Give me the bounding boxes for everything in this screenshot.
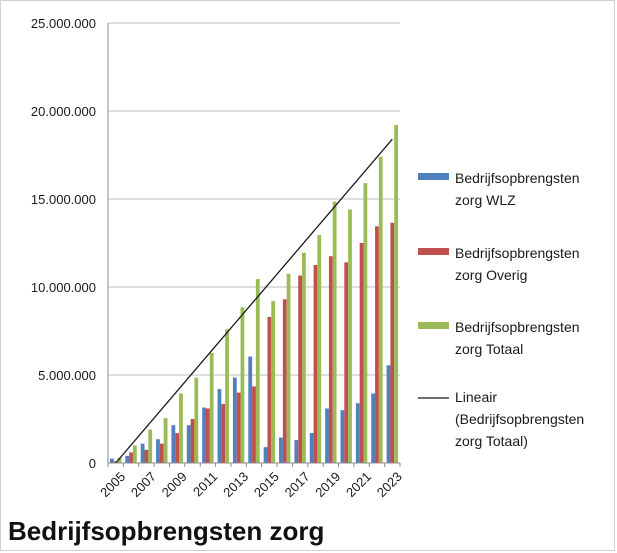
bar-wlz xyxy=(125,455,130,463)
bar-totaal xyxy=(163,418,168,463)
x-tick-label: 2015 xyxy=(251,469,282,500)
y-tick-label: 15.000.000 xyxy=(31,192,96,207)
bar-totaal xyxy=(348,209,352,463)
bar-totaal xyxy=(378,156,383,463)
bar-totaal xyxy=(317,235,322,463)
bar-overig xyxy=(282,299,287,463)
bar-overig xyxy=(236,392,241,463)
bar-wlz xyxy=(186,425,191,463)
x-tick-label: 2011 xyxy=(190,469,220,499)
legend-label-overig: Bedrijfsopbrengsten zorg Overig xyxy=(455,245,583,283)
y-tick-label: 25.000.000 xyxy=(31,16,96,31)
bar-overig xyxy=(144,449,149,463)
bar-wlz xyxy=(355,403,360,463)
bar-totaal xyxy=(332,201,337,463)
bar-overig xyxy=(313,265,318,463)
trendline xyxy=(115,138,393,464)
legend-label-totaal: Bedrijfsopbrengsten zorg Totaal xyxy=(455,319,583,357)
bar-totaal xyxy=(302,252,306,463)
bar-wlz xyxy=(325,408,329,463)
bar-totaal xyxy=(271,301,276,463)
x-tick-label: 2019 xyxy=(312,469,343,500)
x-tick-label: 2007 xyxy=(128,469,159,500)
bar-overig xyxy=(252,386,256,463)
bar-wlz xyxy=(294,440,299,463)
bar-overig xyxy=(129,452,133,463)
trendline-group xyxy=(115,138,393,464)
x-tick-label: 2013 xyxy=(220,469,251,500)
bar-overig xyxy=(328,256,333,463)
bar-overig xyxy=(159,443,164,463)
bar-overig xyxy=(390,222,395,463)
bar-totaal xyxy=(240,307,245,463)
bar-totaal xyxy=(286,273,291,463)
bar-overig xyxy=(205,408,210,463)
bar-wlz xyxy=(340,410,345,463)
bar-overig xyxy=(221,404,226,463)
bar-overig xyxy=(267,316,272,463)
bar-totaal xyxy=(394,125,399,463)
legend: Bedrijfsopbrengsten zorg WLZ Bedrijfsopb… xyxy=(418,170,588,449)
bar-totaal xyxy=(132,445,137,463)
bars xyxy=(109,125,399,463)
bar-overig xyxy=(298,275,303,463)
bar-wlz xyxy=(386,365,391,463)
bar-wlz xyxy=(156,439,160,463)
bar-overig xyxy=(175,433,180,463)
bar-wlz xyxy=(263,447,268,463)
bar-wlz xyxy=(248,356,253,463)
bar-totaal xyxy=(255,279,260,463)
bar-overig xyxy=(375,226,379,463)
legend-swatch-overig xyxy=(418,248,449,255)
bar-totaal xyxy=(117,457,122,463)
bar-wlz xyxy=(232,377,237,463)
bar-wlz xyxy=(140,443,145,463)
bar-wlz xyxy=(171,425,176,463)
x-axis-tick-labels: 2005 2007 2009 2011 2013 2015 2017 2019 2021 2023 xyxy=(97,469,405,500)
y-tick-label: 0 xyxy=(89,456,96,471)
legend-swatch-wlz xyxy=(418,173,449,180)
y-axis-tick-labels: 0 5.000.000 10.000.000 15.000.000 20.000.000… xyxy=(31,16,96,471)
bar-totaal xyxy=(194,377,199,463)
y-tick-label: 20.000.000 xyxy=(31,104,96,119)
bar-overig xyxy=(190,419,195,463)
bar-wlz xyxy=(371,393,376,463)
legend-label-lineair: Lineair (Bedrijfsopbrengsten zorg Totaal… xyxy=(455,389,588,449)
bar-totaal xyxy=(363,183,368,463)
chart-title: Bedrijfsopbrengsten zorg xyxy=(8,516,325,546)
x-tick-label: 2005 xyxy=(97,469,128,500)
bar-wlz xyxy=(202,407,206,463)
y-tick-label: 10.000.000 xyxy=(31,280,96,295)
bar-totaal xyxy=(179,393,183,463)
x-tick-label: 2021 xyxy=(343,469,374,500)
bar-totaal xyxy=(148,429,153,463)
x-tick-label: 2017 xyxy=(282,469,313,500)
x-tick-label: 2009 xyxy=(159,469,190,500)
bar-overig xyxy=(359,243,364,463)
bar-wlz xyxy=(279,437,283,463)
bar-totaal xyxy=(225,329,229,463)
bar-totaal xyxy=(209,353,214,463)
bar-overig xyxy=(344,262,349,463)
x-tick-label: 2023 xyxy=(374,469,405,500)
legend-swatch-totaal xyxy=(418,322,449,329)
bar-wlz xyxy=(109,458,114,463)
y-tick-label: 5.000.000 xyxy=(38,368,96,383)
legend-label-wlz: Bedrijfsopbrengsten zorg WLZ xyxy=(455,170,583,208)
bar-wlz xyxy=(309,433,314,463)
bar-wlz xyxy=(217,389,222,463)
axes xyxy=(107,23,401,467)
